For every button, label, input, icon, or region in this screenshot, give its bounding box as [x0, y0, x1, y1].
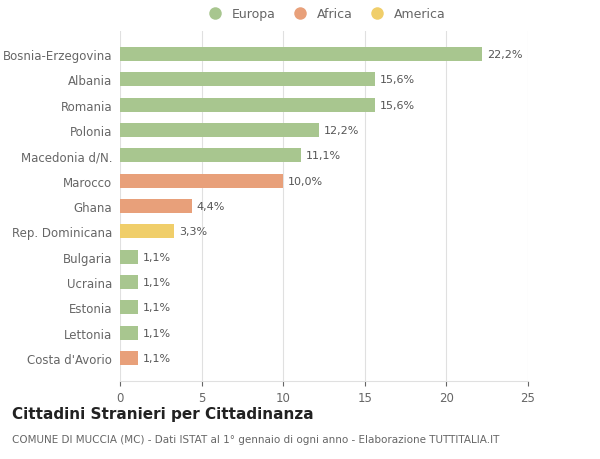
Text: 15,6%: 15,6% [379, 75, 415, 85]
Text: 3,3%: 3,3% [179, 227, 207, 237]
Text: 10,0%: 10,0% [288, 176, 323, 186]
Bar [120, 351, 138, 365]
Bar [120, 275, 138, 289]
Text: 22,2%: 22,2% [487, 50, 523, 60]
Bar [120, 250, 138, 264]
Bar [120, 99, 374, 112]
Bar [120, 326, 138, 340]
Bar [120, 301, 138, 314]
Text: COMUNE DI MUCCIA (MC) - Dati ISTAT al 1° gennaio di ogni anno - Elaborazione TUT: COMUNE DI MUCCIA (MC) - Dati ISTAT al 1°… [12, 434, 499, 444]
Bar [120, 149, 301, 163]
Text: 15,6%: 15,6% [379, 101, 415, 111]
Bar [120, 225, 174, 239]
Text: Cittadini Stranieri per Cittadinanza: Cittadini Stranieri per Cittadinanza [12, 406, 314, 421]
Bar [120, 73, 374, 87]
Text: 1,1%: 1,1% [143, 252, 171, 262]
Text: 1,1%: 1,1% [143, 353, 171, 363]
Bar [120, 174, 283, 188]
Text: 1,1%: 1,1% [143, 302, 171, 313]
Bar [120, 124, 319, 138]
Bar [120, 48, 482, 62]
Text: 11,1%: 11,1% [306, 151, 341, 161]
Text: 12,2%: 12,2% [324, 126, 359, 136]
Legend: Europa, Africa, America: Europa, Africa, America [197, 4, 451, 27]
Text: 1,1%: 1,1% [143, 328, 171, 338]
Bar [120, 200, 192, 213]
Text: 4,4%: 4,4% [197, 202, 225, 212]
Text: 1,1%: 1,1% [143, 277, 171, 287]
